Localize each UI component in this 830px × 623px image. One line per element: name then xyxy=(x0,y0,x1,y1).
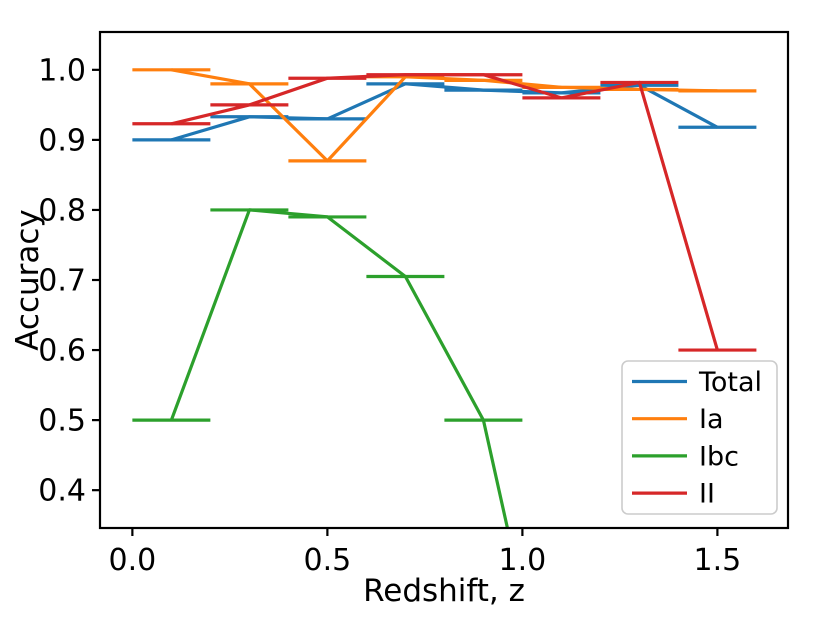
y-tick-label: 0.5 xyxy=(38,404,86,439)
legend-label: Ibc xyxy=(699,441,739,472)
plot-area xyxy=(132,68,757,528)
y-tick-label: 0.4 xyxy=(38,474,86,509)
y-tick-label: 1.0 xyxy=(38,53,86,88)
x-tick-label: 1.0 xyxy=(499,543,547,578)
series-ia xyxy=(132,68,757,163)
legend-item: Total xyxy=(632,367,762,398)
legend-item: II xyxy=(632,479,715,510)
x-tick-label: 1.5 xyxy=(694,543,742,578)
x-tick-label: 0.0 xyxy=(109,543,157,578)
y-axis-label: Accuracy xyxy=(10,209,46,351)
legend: Total Ia Ibc II xyxy=(621,360,778,515)
legend-label: II xyxy=(699,479,715,510)
x-axis-label: Redshift, z xyxy=(363,573,525,609)
legend-item: Ia xyxy=(632,404,724,435)
legend-box xyxy=(621,360,778,515)
y-tick-label: 0.9 xyxy=(38,123,86,158)
series-line xyxy=(169,208,510,528)
x-axis: 0.0 0.5 1.0 1.5 xyxy=(109,528,742,578)
y-tick-label: 0.6 xyxy=(38,334,86,369)
legend-label: Total xyxy=(698,367,762,398)
x-tick-label: 0.5 xyxy=(304,543,352,578)
y-tick-label: 0.8 xyxy=(38,193,86,228)
series-ibc xyxy=(132,208,523,528)
series-line xyxy=(171,68,718,163)
y-tick-label: 0.7 xyxy=(38,264,86,299)
legend-label: Ia xyxy=(699,404,724,435)
series-line xyxy=(171,73,719,351)
legend-item: Ibc xyxy=(632,441,739,472)
series-ii xyxy=(132,73,757,352)
y-axis: 0.4 0.5 0.6 0.7 0.8 0.9 1.0 xyxy=(38,53,100,509)
